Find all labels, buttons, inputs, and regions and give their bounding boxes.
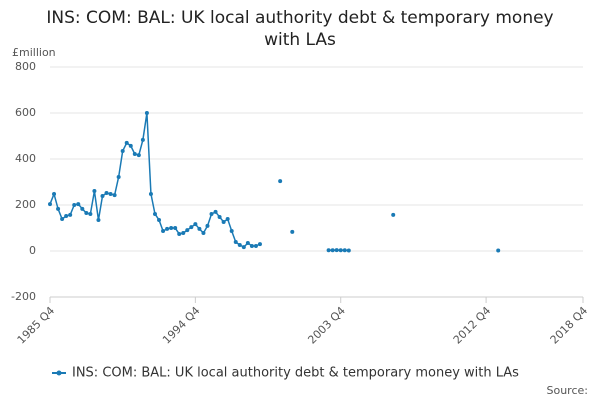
data-point (326, 248, 331, 253)
data-point (249, 243, 254, 248)
x-tick-label: 2003 Q4 (305, 304, 348, 347)
data-point (140, 137, 145, 142)
data-point (157, 217, 162, 222)
data-point (96, 217, 101, 222)
data-point (221, 220, 226, 225)
data-point (144, 111, 149, 115)
data-point (237, 243, 242, 248)
data-point (56, 206, 61, 211)
data-point (213, 209, 218, 214)
data-point (100, 194, 105, 199)
data-point (88, 211, 93, 216)
data-point (177, 231, 182, 236)
data-point (197, 226, 202, 231)
data-point (391, 212, 396, 217)
data-point (496, 248, 501, 253)
data-point (338, 248, 343, 253)
data-point (132, 151, 137, 156)
legend-label: INS: COM: BAL: UK local authority debt &… (72, 366, 519, 381)
data-point (290, 229, 295, 234)
data-point (124, 140, 129, 145)
data-point (233, 240, 238, 245)
data-point (225, 217, 230, 222)
y-tick-label: 400 (15, 152, 36, 165)
data-point (189, 225, 194, 230)
data-point (48, 202, 52, 207)
data-point (193, 222, 198, 227)
data-point (278, 179, 283, 184)
data-point (128, 143, 133, 148)
data-point (205, 223, 210, 228)
data-point (112, 193, 117, 198)
data-point (104, 191, 109, 196)
data-point (64, 214, 69, 219)
data-point (257, 242, 262, 247)
data-point (161, 228, 166, 233)
data-point (108, 191, 113, 196)
data-point (217, 214, 222, 219)
x-tick-label: 2012 Q4 (451, 304, 494, 347)
data-point (173, 226, 178, 230)
data-point (181, 231, 186, 236)
data-point (68, 212, 73, 217)
data-point (52, 191, 57, 196)
data-point (165, 226, 170, 231)
source: Source: (547, 384, 589, 397)
data-point (342, 248, 347, 253)
data-point (334, 248, 339, 253)
x-tick-label: 1994 Q4 (160, 304, 203, 347)
data-point (80, 206, 85, 211)
data-point (330, 248, 335, 253)
data-point (185, 228, 190, 233)
y-tick-label: 600 (15, 106, 36, 119)
data-point (346, 248, 351, 253)
chart-title: with LAs (264, 30, 336, 50)
data-point (209, 211, 214, 216)
data-point (152, 211, 157, 216)
data-point (169, 226, 174, 230)
data-point (245, 240, 250, 245)
data-point (60, 217, 65, 222)
data-point (76, 202, 81, 207)
y-tick-label: 800 (15, 60, 36, 73)
data-point (253, 243, 258, 248)
data-point (116, 174, 121, 179)
y-axis-label: £million (12, 46, 56, 59)
data-point (241, 245, 246, 250)
data-point (84, 211, 89, 216)
y-tick-label: 200 (15, 198, 36, 211)
legend-marker (56, 370, 62, 376)
y-tick-label: 0 (29, 244, 36, 257)
data-point (92, 188, 97, 193)
x-tick-label: 1985 Q4 (15, 304, 58, 347)
series-line (50, 113, 498, 251)
chart-title: INS: COM: BAL: UK local authority debt &… (46, 8, 553, 28)
x-tick-label: 2018 Q4 (548, 304, 591, 347)
data-point (148, 191, 153, 196)
data-point (201, 231, 206, 236)
data-point (229, 228, 234, 233)
y-tick-label: -200 (11, 290, 36, 303)
data-point (72, 203, 77, 207)
data-point (136, 153, 141, 158)
data-point (120, 148, 125, 153)
